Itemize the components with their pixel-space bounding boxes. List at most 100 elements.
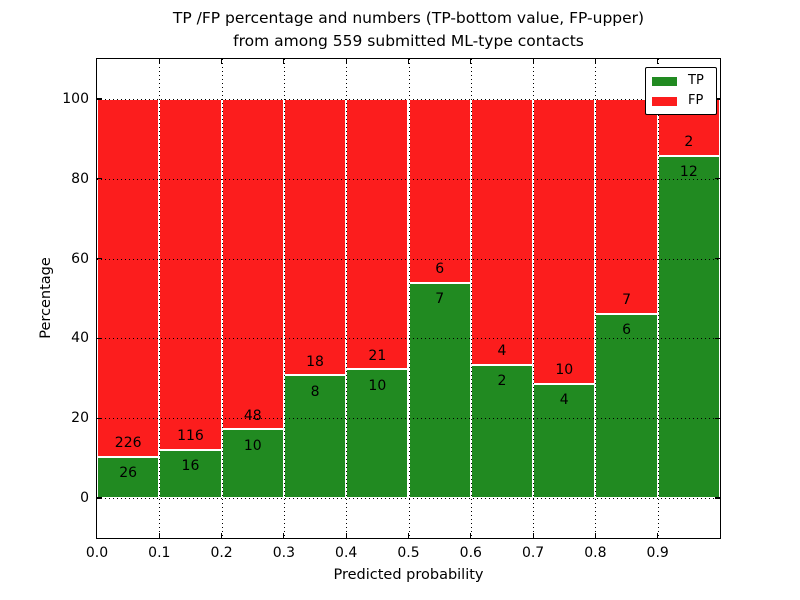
xtick-label: 0.9	[646, 545, 669, 561]
legend-entry-fp: FP	[652, 94, 710, 108]
ytick-mark-right	[715, 98, 720, 100]
xtick-label: 0.4	[335, 545, 358, 561]
ytick-mark-right	[715, 417, 720, 419]
xtick-mark-top	[158, 59, 160, 64]
gridline-vertical	[346, 59, 348, 538]
bar-fp-count-label: 6	[435, 261, 445, 278]
xtick-mark-top	[283, 59, 285, 64]
ytick-mark-right	[715, 497, 720, 499]
ytick-label: 0	[80, 490, 89, 507]
legend: TP FP	[645, 67, 717, 115]
bar-fp-segment	[533, 98, 596, 385]
ytick-mark-left	[97, 497, 102, 499]
bar-fp-count-label: 226	[114, 435, 142, 452]
bar-fp-segment	[346, 98, 409, 370]
bar-tp-count-label: 26	[119, 465, 138, 482]
chart-title: TP /FP percentage and numbers (TP-bottom…	[97, 7, 720, 53]
bar-tp-segment	[408, 283, 471, 499]
ytick-mark-right	[715, 257, 720, 260]
bar-tp-count-label: 2	[497, 373, 507, 390]
xtick-mark-top	[594, 59, 596, 64]
ytick-mark-right	[715, 337, 720, 339]
ytick-mark-left	[97, 337, 102, 339]
xtick-mark-bottom	[532, 533, 534, 538]
bar-tp-count-label: 4	[559, 392, 569, 409]
bar-fp-segment	[283, 98, 347, 376]
bar-tp-count-label: 12	[679, 164, 698, 181]
ytick-mark-left	[97, 257, 102, 260]
bar-fp-segment	[97, 98, 160, 457]
xtick-mark-top	[657, 59, 659, 64]
xtick-mark-top	[345, 59, 347, 64]
bar-fp-count-label: 18	[306, 353, 324, 370]
fp-color-swatch	[652, 96, 677, 106]
xtick-mark-bottom	[345, 533, 347, 538]
xtick-mark-top	[407, 59, 410, 64]
bar-fp-count-label: 7	[622, 292, 631, 309]
gridline-vertical	[283, 59, 285, 538]
legend-label-tp: TP	[688, 73, 704, 88]
legend-entry-tp: TP	[652, 74, 710, 88]
ytick-label: 80	[71, 170, 89, 187]
chart-title-line2: from among 559 submitted ML-type contact…	[233, 32, 584, 50]
xtick-label: 0.2	[210, 545, 233, 561]
xtick-mark-top	[470, 59, 472, 64]
legend-label-fp: FP	[688, 93, 704, 108]
ytick-label: 100	[62, 90, 89, 107]
xtick-label: 0.1	[148, 545, 171, 561]
xaxis-label: Predicted probability	[333, 567, 484, 583]
plot-area: TP FP 226 26 116 16 48 10 18 8 21 10 6 7 4 2 10 4 7 6 2 12 0…	[62, 58, 721, 561]
xtick-mark-bottom	[407, 533, 410, 538]
bar-fp-count-label: 48	[243, 407, 262, 424]
gridline-vertical	[159, 59, 161, 538]
ytick-label: 20	[71, 410, 89, 427]
bar-fp-count-label: 10	[555, 362, 574, 379]
ytick-mark-right	[715, 178, 720, 180]
xtick-label: 0.5	[397, 545, 420, 561]
gridline-vertical	[533, 59, 535, 538]
ytick-mark-left	[97, 98, 102, 100]
bar-tp-segment	[97, 456, 160, 499]
xtick-label: 0.6	[459, 545, 482, 561]
xtick-mark-bottom	[470, 533, 472, 538]
bar-tp-segment	[159, 449, 222, 499]
gridline-vertical	[470, 59, 472, 538]
bar-tp-segment	[657, 155, 720, 499]
xtick-mark-bottom	[283, 533, 285, 538]
bar-tp-count-label: 7	[435, 291, 445, 308]
bar-fp-count-label: 116	[177, 428, 204, 445]
bar-fp-segment	[470, 98, 534, 366]
bar-tp-count-label: 8	[310, 383, 320, 400]
ytick-label: 60	[71, 250, 89, 267]
bar-tp-count-label: 6	[622, 322, 631, 339]
ytick-mark-left	[97, 178, 102, 180]
ytick-label: 40	[71, 330, 89, 347]
xtick-label: 0.8	[584, 545, 607, 561]
bar-tp-count-label: 16	[181, 457, 200, 474]
xtick-mark-bottom	[594, 533, 596, 538]
bar-fp-count-label: 21	[368, 347, 387, 364]
gridline-vertical	[221, 59, 223, 538]
yaxis-label: Percentage	[38, 257, 54, 339]
bar-tp-segment	[283, 375, 347, 499]
bar-fp-segment	[408, 98, 471, 284]
chart-title-line1: TP /FP percentage and numbers (TP-bottom…	[172, 9, 645, 27]
xtick-label: 0.7	[521, 545, 545, 561]
bar-tp-segment	[595, 313, 658, 499]
gridline-vertical	[408, 59, 410, 538]
xtick-mark-bottom	[158, 533, 160, 538]
bar-fp-segment	[595, 98, 658, 314]
bar-tp-count-label: 10	[368, 377, 387, 394]
xtick-mark-top	[532, 59, 534, 64]
xtick-label: 0.0	[85, 545, 109, 561]
bar-fp-segment	[221, 98, 284, 430]
xtick-mark-top	[221, 59, 223, 64]
xtick-mark-bottom	[221, 533, 223, 538]
gridline-vertical	[595, 59, 597, 538]
xtick-label: 0.3	[272, 545, 296, 561]
bar-fp-segment	[159, 98, 222, 450]
bar-fp-count-label: 2	[684, 134, 694, 151]
xtick-mark-bottom	[657, 533, 659, 538]
gridline-vertical	[657, 59, 659, 538]
